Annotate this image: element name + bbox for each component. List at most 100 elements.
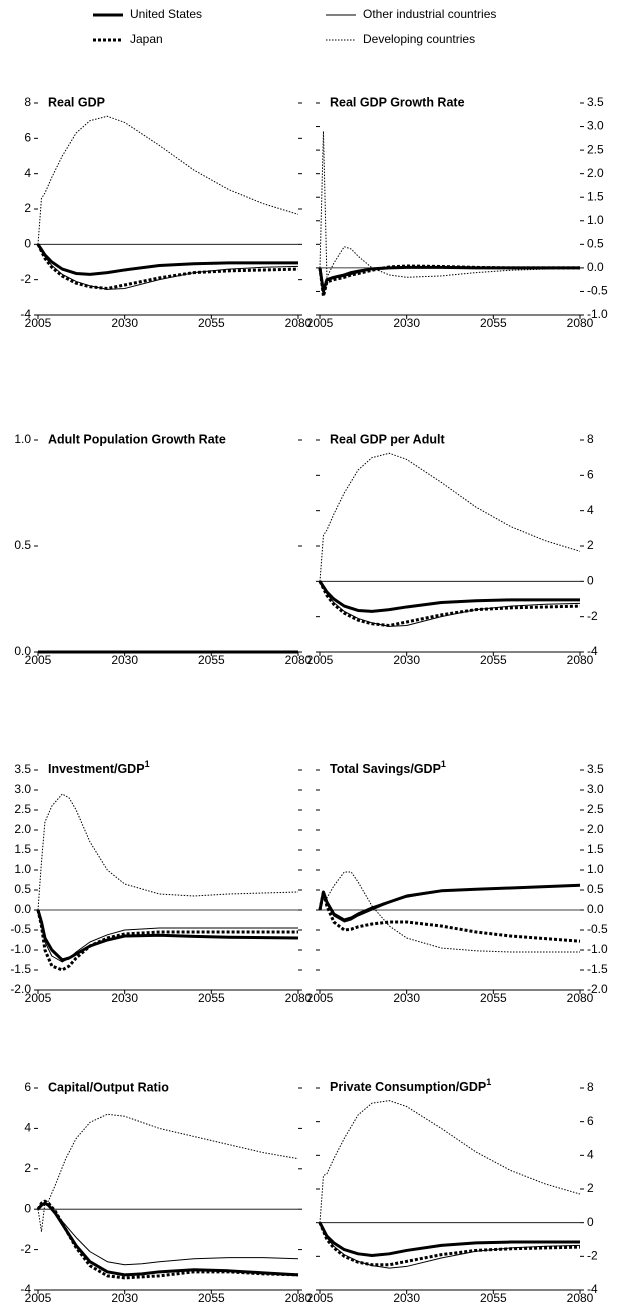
y-tick-label: 0 [24, 1201, 31, 1215]
x-tick-label: 2055 [198, 1291, 225, 1303]
y-tick-label: 0.5 [14, 882, 31, 896]
y-tick-label: 0 [587, 1215, 594, 1229]
y-tick-label: 0.5 [14, 538, 31, 552]
y-tick-label: 0.5 [587, 237, 604, 251]
x-tick-label: 2055 [198, 991, 225, 1005]
series-line [36, 243, 299, 290]
panel-title: Adult Population Growth Rate [48, 432, 226, 446]
x-tick-label: 2080 [567, 316, 594, 330]
y-tick-label: 8 [587, 432, 594, 446]
y-tick-label: -0.5 [10, 922, 31, 936]
y-tick-label: 4 [587, 1148, 594, 1162]
series-line [318, 264, 580, 298]
panel-title: Capital/Output Ratio [48, 1080, 169, 1094]
x-tick-label: 2005 [307, 991, 334, 1005]
x-tick-label: 2030 [393, 991, 420, 1005]
y-tick-label: 6 [24, 131, 31, 145]
legend-label: Other industrial countries [363, 7, 496, 21]
panel-title: Real GDP [48, 95, 105, 109]
y-tick-label: 2.0 [14, 822, 31, 836]
x-tick-label: 2055 [480, 316, 507, 330]
x-tick-label: 2055 [198, 653, 225, 667]
y-tick-label: -0.5 [587, 284, 608, 298]
y-tick-label: -1.5 [587, 962, 608, 976]
y-tick-label: 0 [24, 237, 31, 251]
x-tick-label: 2080 [285, 1291, 312, 1303]
legend: United States Japan Other industrial cou… [93, 7, 496, 46]
series-line [37, 1203, 299, 1266]
panel-title-text: Total Savings/GDP [330, 762, 441, 776]
series-line [37, 1113, 299, 1232]
x-tick-label: 2030 [111, 316, 138, 330]
y-tick-label: 1.0 [587, 213, 604, 227]
y-tick-label: -4 [20, 307, 31, 321]
x-tick-label: 2005 [25, 316, 52, 330]
x-tick-label: 2030 [111, 991, 138, 1005]
y-tick-label: -2 [587, 609, 598, 623]
y-tick-label: 3.0 [587, 119, 604, 133]
panel-title: Real GDP per Adult [330, 432, 445, 446]
y-tick-label: 0.0 [587, 902, 604, 916]
x-tick-label: 2030 [393, 653, 420, 667]
y-tick-label: 1.0 [14, 862, 31, 876]
x-tick-label: 2080 [567, 1291, 594, 1303]
y-tick-label: 8 [24, 95, 31, 109]
y-tick-label: -2 [20, 1242, 31, 1256]
y-tick-label: 3.0 [14, 782, 31, 796]
x-tick-label: 2055 [198, 316, 225, 330]
series-line [318, 580, 580, 613]
y-tick-label: 2 [24, 201, 31, 215]
series-line [36, 1199, 299, 1280]
y-tick-label: 3.0 [587, 782, 604, 796]
x-tick-label: 2080 [285, 991, 312, 1005]
x-tick-label: 2005 [307, 653, 334, 667]
series-line [318, 1222, 581, 1267]
y-tick-label: 0.5 [587, 882, 604, 896]
legend-label: Developing countries [363, 32, 475, 46]
y-tick-label: 2.5 [587, 802, 604, 816]
x-tick-label: 2080 [285, 316, 312, 330]
series-line [36, 243, 298, 276]
y-tick-label: 3.5 [14, 762, 31, 776]
x-tick-label: 2005 [307, 1291, 334, 1303]
y-tick-label: -2 [587, 1249, 598, 1263]
y-tick-label: -1.0 [587, 942, 608, 956]
y-tick-label: -2 [20, 272, 31, 286]
x-tick-label: 2030 [393, 316, 420, 330]
x-tick-label: 2055 [480, 653, 507, 667]
y-tick-label: 2 [24, 1161, 31, 1175]
x-tick-label: 2080 [285, 653, 312, 667]
panel-title-superscript: 1 [145, 759, 150, 769]
y-tick-label: 0 [587, 574, 594, 588]
series-line [36, 909, 299, 962]
y-tick-label: 1.5 [14, 842, 31, 856]
x-tick-label: 2080 [567, 653, 594, 667]
x-tick-label: 2005 [25, 991, 52, 1005]
panel-title: Real GDP Growth Rate [330, 95, 465, 109]
x-tick-label: 2005 [25, 1291, 52, 1303]
x-tick-label: 2080 [567, 991, 594, 1005]
panel-title-text: Investment/GDP [48, 762, 145, 776]
y-tick-label: 0.0 [14, 902, 31, 916]
panel-title-superscript: 1 [441, 759, 446, 769]
series-line [318, 1221, 580, 1257]
y-tick-label: 2 [587, 1181, 594, 1195]
series-line [318, 265, 580, 293]
y-tick-label: 4 [24, 166, 31, 180]
legend-label: United States [130, 7, 202, 21]
series-line [319, 452, 581, 582]
series-line [37, 793, 299, 911]
panel-title-text: Private Consumption/GDP [330, 1080, 486, 1094]
y-tick-label: 3.5 [587, 762, 604, 776]
y-tick-label: 1.5 [587, 842, 604, 856]
y-tick-label: 1.0 [587, 862, 604, 876]
panel-title: Total Savings/GDP1 [330, 759, 446, 776]
x-tick-label: 2030 [393, 1291, 420, 1303]
legend-label: Japan [130, 32, 163, 46]
series-line [319, 1100, 581, 1223]
x-tick-label: 2055 [480, 991, 507, 1005]
y-tick-label: -1.5 [10, 962, 31, 976]
x-tick-label: 2005 [25, 653, 52, 667]
y-tick-label: -4 [20, 1282, 31, 1296]
y-tick-label: -1.0 [10, 942, 31, 956]
